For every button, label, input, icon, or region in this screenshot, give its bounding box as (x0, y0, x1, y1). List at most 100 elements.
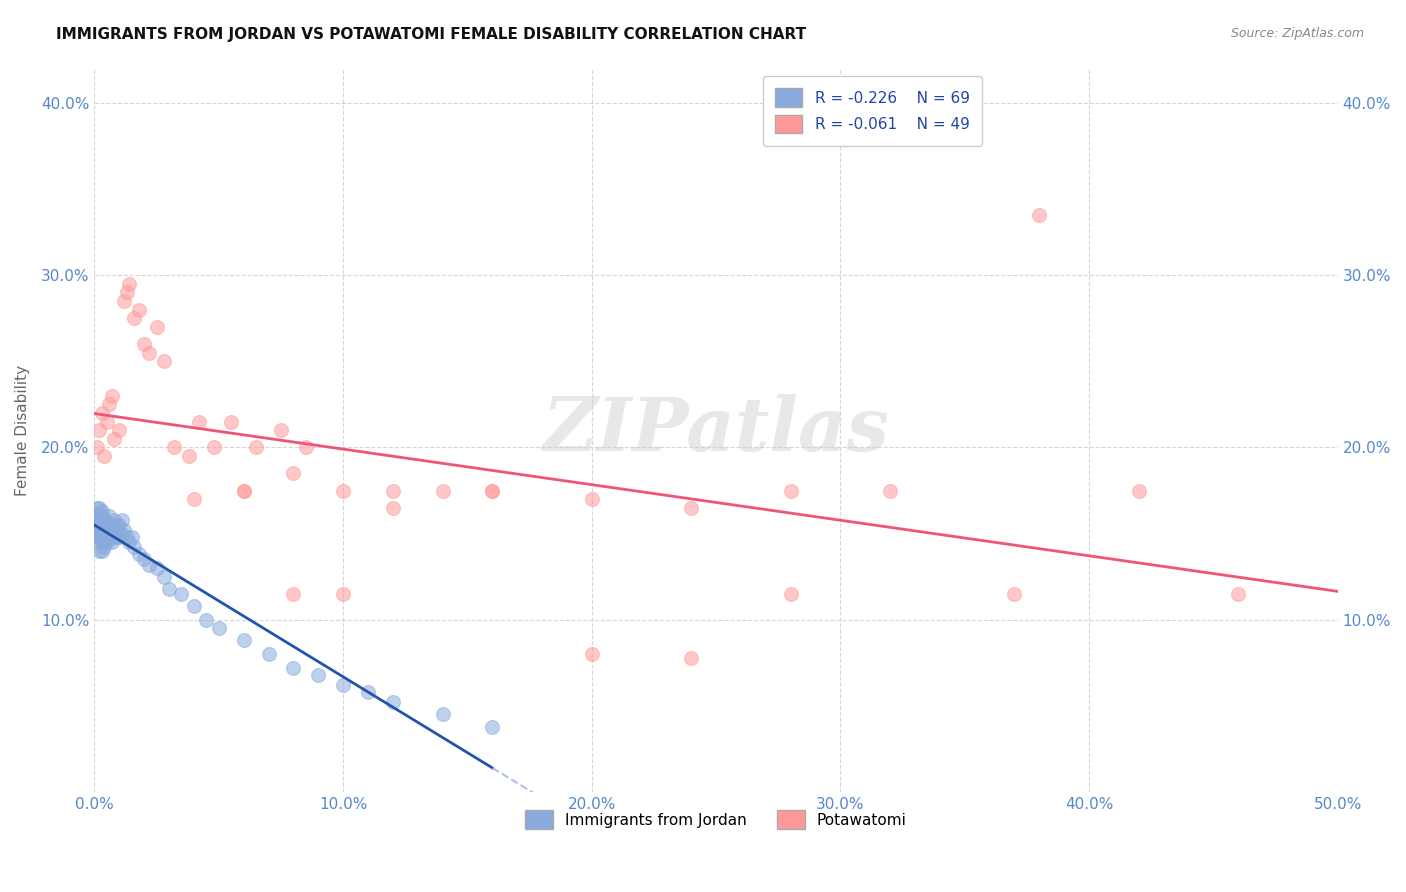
Point (779, 483, 801, 498)
Point (481, 483, 503, 498)
Point (89, 506, 111, 520)
Point (86, 518, 108, 533)
Point (112, 523, 135, 537)
Point (232, 633, 254, 648)
Point (90, 518, 112, 533)
Point (93, 513, 115, 527)
Point (1227, 587, 1250, 601)
Point (581, 492, 603, 507)
Point (118, 535, 141, 549)
Point (89, 518, 111, 533)
Point (96, 415, 118, 429)
Point (232, 483, 254, 498)
Point (381, 500, 404, 515)
Point (90, 523, 112, 537)
Point (219, 415, 242, 429)
Point (145, 561, 167, 575)
Point (128, 547, 150, 561)
Point (581, 647, 603, 661)
Point (153, 569, 176, 583)
Point (98, 509, 121, 524)
Point (183, 492, 205, 507)
Point (118, 277, 141, 291)
Point (101, 526, 124, 541)
Point (681, 650, 703, 665)
Point (481, 719, 503, 733)
Point (86, 441, 108, 455)
Point (170, 587, 193, 601)
Point (108, 530, 131, 544)
Point (138, 558, 160, 572)
Point (86, 500, 108, 515)
Point (103, 513, 125, 527)
Point (111, 526, 134, 541)
Point (134, 337, 156, 351)
Point (432, 707, 454, 722)
Point (93, 449, 115, 463)
Legend: Immigrants from Jordan, Potawatomi: Immigrants from Jordan, Potawatomi (519, 804, 912, 835)
Point (202, 441, 225, 455)
Point (98, 526, 121, 541)
Point (1002, 587, 1025, 601)
Point (115, 530, 138, 544)
Point (103, 523, 125, 537)
Point (90, 509, 112, 524)
Point (93, 526, 115, 541)
Point (195, 613, 218, 627)
Point (121, 530, 143, 544)
Point (779, 587, 801, 601)
Point (108, 518, 131, 533)
Point (90, 544, 112, 558)
Point (157, 582, 180, 596)
Point (283, 467, 305, 481)
Point (89, 513, 111, 527)
Point (295, 441, 318, 455)
Point (245, 441, 267, 455)
Point (103, 530, 125, 544)
Point (1028, 208, 1050, 222)
Point (98, 397, 121, 411)
Point (257, 647, 280, 661)
Text: IMMIGRANTS FROM JORDAN VS POTAWATOMI FEMALE DISABILITY CORRELATION CHART: IMMIGRANTS FROM JORDAN VS POTAWATOMI FEM… (56, 27, 807, 42)
Point (270, 423, 292, 437)
Point (90, 535, 112, 549)
Point (879, 483, 901, 498)
Point (93, 518, 115, 533)
Point (86, 509, 108, 524)
Point (122, 311, 145, 326)
Point (134, 552, 156, 566)
Point (86, 530, 108, 544)
Point (98, 518, 121, 533)
Point (381, 483, 404, 498)
Point (90, 504, 112, 518)
Point (112, 294, 135, 309)
Point (183, 599, 205, 613)
Text: Source: ZipAtlas.com: Source: ZipAtlas.com (1230, 27, 1364, 40)
Point (105, 530, 128, 544)
Point (103, 432, 125, 446)
Point (89, 535, 111, 549)
Point (90, 406, 112, 420)
Point (177, 449, 200, 463)
Point (163, 441, 186, 455)
Point (283, 661, 305, 675)
Point (89, 423, 111, 437)
Point (1128, 483, 1150, 498)
Point (187, 415, 209, 429)
Point (96, 535, 118, 549)
Point (681, 500, 703, 515)
Point (481, 483, 503, 498)
Point (208, 621, 231, 635)
Point (332, 483, 354, 498)
Point (101, 535, 124, 549)
Point (283, 587, 305, 601)
Point (96, 515, 118, 529)
Text: ZIPatlas: ZIPatlas (543, 394, 890, 467)
Y-axis label: Female Disability: Female Disability (15, 365, 30, 496)
Point (115, 285, 138, 300)
Point (98, 530, 121, 544)
Point (86, 523, 108, 537)
Point (232, 483, 254, 498)
Point (89, 530, 111, 544)
Point (96, 530, 118, 544)
